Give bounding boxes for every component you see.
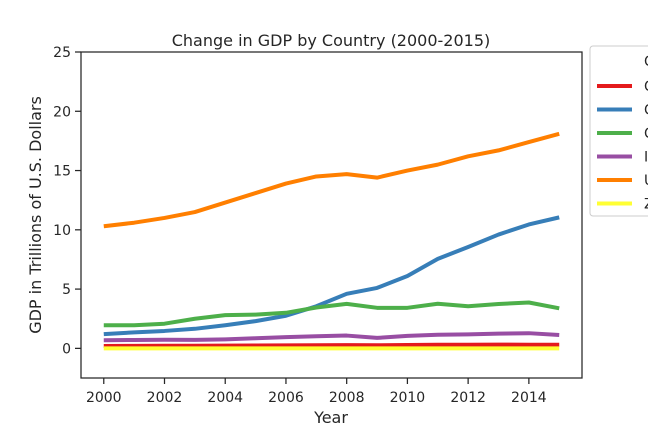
y-tick-label: 25 <box>53 45 71 61</box>
legend-label-4: U <box>644 173 648 189</box>
legend-label-2: C <box>644 126 648 142</box>
legend-label-3: I <box>644 150 648 166</box>
series-line-3 <box>103 331 560 343</box>
x-tick-label: 2006 <box>268 390 304 406</box>
x-tick-label: 2000 <box>86 390 122 406</box>
x-tick-label: 2008 <box>329 390 365 406</box>
y-axis-ticks: 0 5 10 15 20 25 <box>53 45 81 357</box>
x-tick-label: 2002 <box>147 390 183 406</box>
y-tick-label: 15 <box>53 164 71 180</box>
y-tick-label: 20 <box>53 104 71 120</box>
y-tick-label: 10 <box>53 223 71 239</box>
chart-title: Change in GDP by Country (2000-2015) <box>172 31 491 50</box>
x-axis-label: Year <box>313 408 348 427</box>
x-axis-ticks: 2000 2002 2004 2006 2008 2010 2012 2014 <box>86 378 547 406</box>
y-axis-label: GDP in Trillions of U.S. Dollars <box>26 96 45 334</box>
y-tick-label: 5 <box>62 282 71 298</box>
x-tick-label: 2014 <box>511 390 547 406</box>
legend-title: C <box>644 54 648 70</box>
legend-label-1: C <box>644 103 648 119</box>
legend-label-0: C <box>644 79 648 95</box>
plot-frame <box>80 51 583 379</box>
x-tick-label: 2004 <box>207 390 243 406</box>
series-line-0 <box>103 342 560 348</box>
legend: C CCCIUZ <box>589 45 648 217</box>
plot-area <box>103 131 560 351</box>
y-tick-label: 0 <box>62 341 71 357</box>
series-line-2 <box>103 300 560 328</box>
x-tick-label: 2012 <box>450 390 486 406</box>
series-line-1 <box>103 215 560 337</box>
legend-label-5: Z <box>644 197 648 213</box>
x-tick-label: 2010 <box>390 390 426 406</box>
series-line-4 <box>103 131 560 229</box>
